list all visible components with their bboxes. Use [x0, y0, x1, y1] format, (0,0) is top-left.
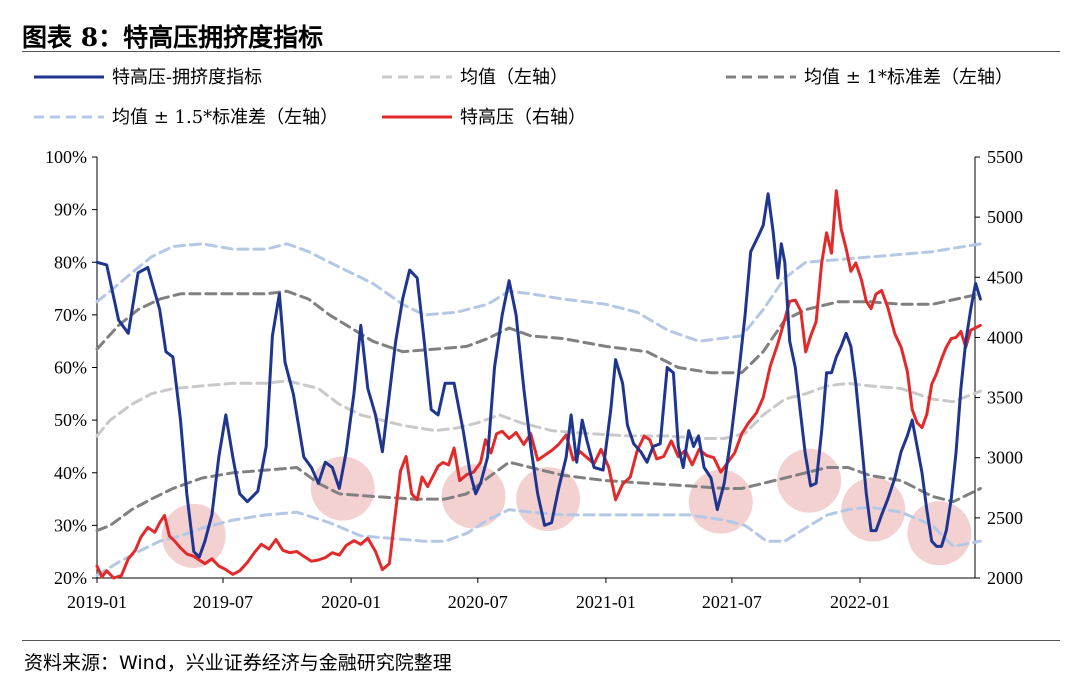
legend-label-band15: 均值 ± 1.5*标准差（左轴）	[112, 107, 338, 128]
left-tick-label: 40%	[54, 463, 87, 483]
highlight-circle-2	[310, 456, 375, 521]
left-tick-label: 90%	[54, 200, 87, 220]
left-tick-label: 70%	[54, 305, 87, 325]
source-note: 资料来源：Wind，兴业证券经济与金融研究院整理	[24, 652, 452, 674]
right-tick-label: 2000	[987, 568, 1023, 588]
x-tick-label: 2021-01	[576, 592, 636, 612]
highlight-circle-4	[516, 467, 581, 532]
x-tick-label: 2021-07	[702, 592, 762, 612]
x-tick-label: 2022-01	[830, 592, 890, 612]
source-rule	[22, 640, 1060, 641]
left-tick-label: 100%	[45, 147, 87, 167]
title-rule	[22, 51, 1060, 52]
series-line-band15	[95, 505, 982, 577]
legend-label-index: 特高压（右轴）	[460, 107, 586, 128]
right-tick-label: 4500	[987, 267, 1023, 287]
right-tick-label: 3000	[987, 448, 1023, 468]
highlight-circle-3	[441, 464, 506, 529]
legend-label-band1: 均值 ± 1*标准差（左轴）	[804, 67, 1013, 88]
legend-label-mean: 均值（左轴）	[460, 67, 568, 88]
left-tick-label: 80%	[54, 252, 87, 272]
x-tick-label: 2020-07	[448, 592, 508, 612]
left-tick-label: 50%	[54, 410, 87, 430]
x-tick-label: 2019-01	[67, 592, 127, 612]
crowding-chart: 100% 90% 80% 70% 60% 50% 40% 30% 20% 5500 5000 4500…	[34, 67, 1023, 612]
series-line-band1	[95, 289, 982, 375]
left-tick-label: 60%	[54, 358, 87, 378]
figure-title: 图表 8：特高压拥挤度指标	[22, 23, 324, 52]
series-line-crowding	[95, 192, 982, 559]
x-tick-label: 2020-01	[321, 592, 381, 612]
series-line-mean	[95, 379, 982, 440]
left-tick-label: 20%	[54, 568, 87, 588]
legend-label-crowding: 特高压-拥挤度指标	[112, 67, 262, 88]
series-line-index	[95, 189, 982, 580]
series-line-band15	[95, 242, 982, 343]
right-tick-label: 5500	[987, 147, 1023, 167]
right-tick-label: 4000	[987, 327, 1023, 347]
right-tick-label: 5000	[987, 207, 1023, 227]
left-tick-label: 30%	[54, 515, 87, 535]
right-tick-label: 3500	[987, 388, 1023, 408]
x-tick-label: 2019-07	[193, 592, 253, 612]
right-tick-label: 2500	[987, 508, 1023, 528]
